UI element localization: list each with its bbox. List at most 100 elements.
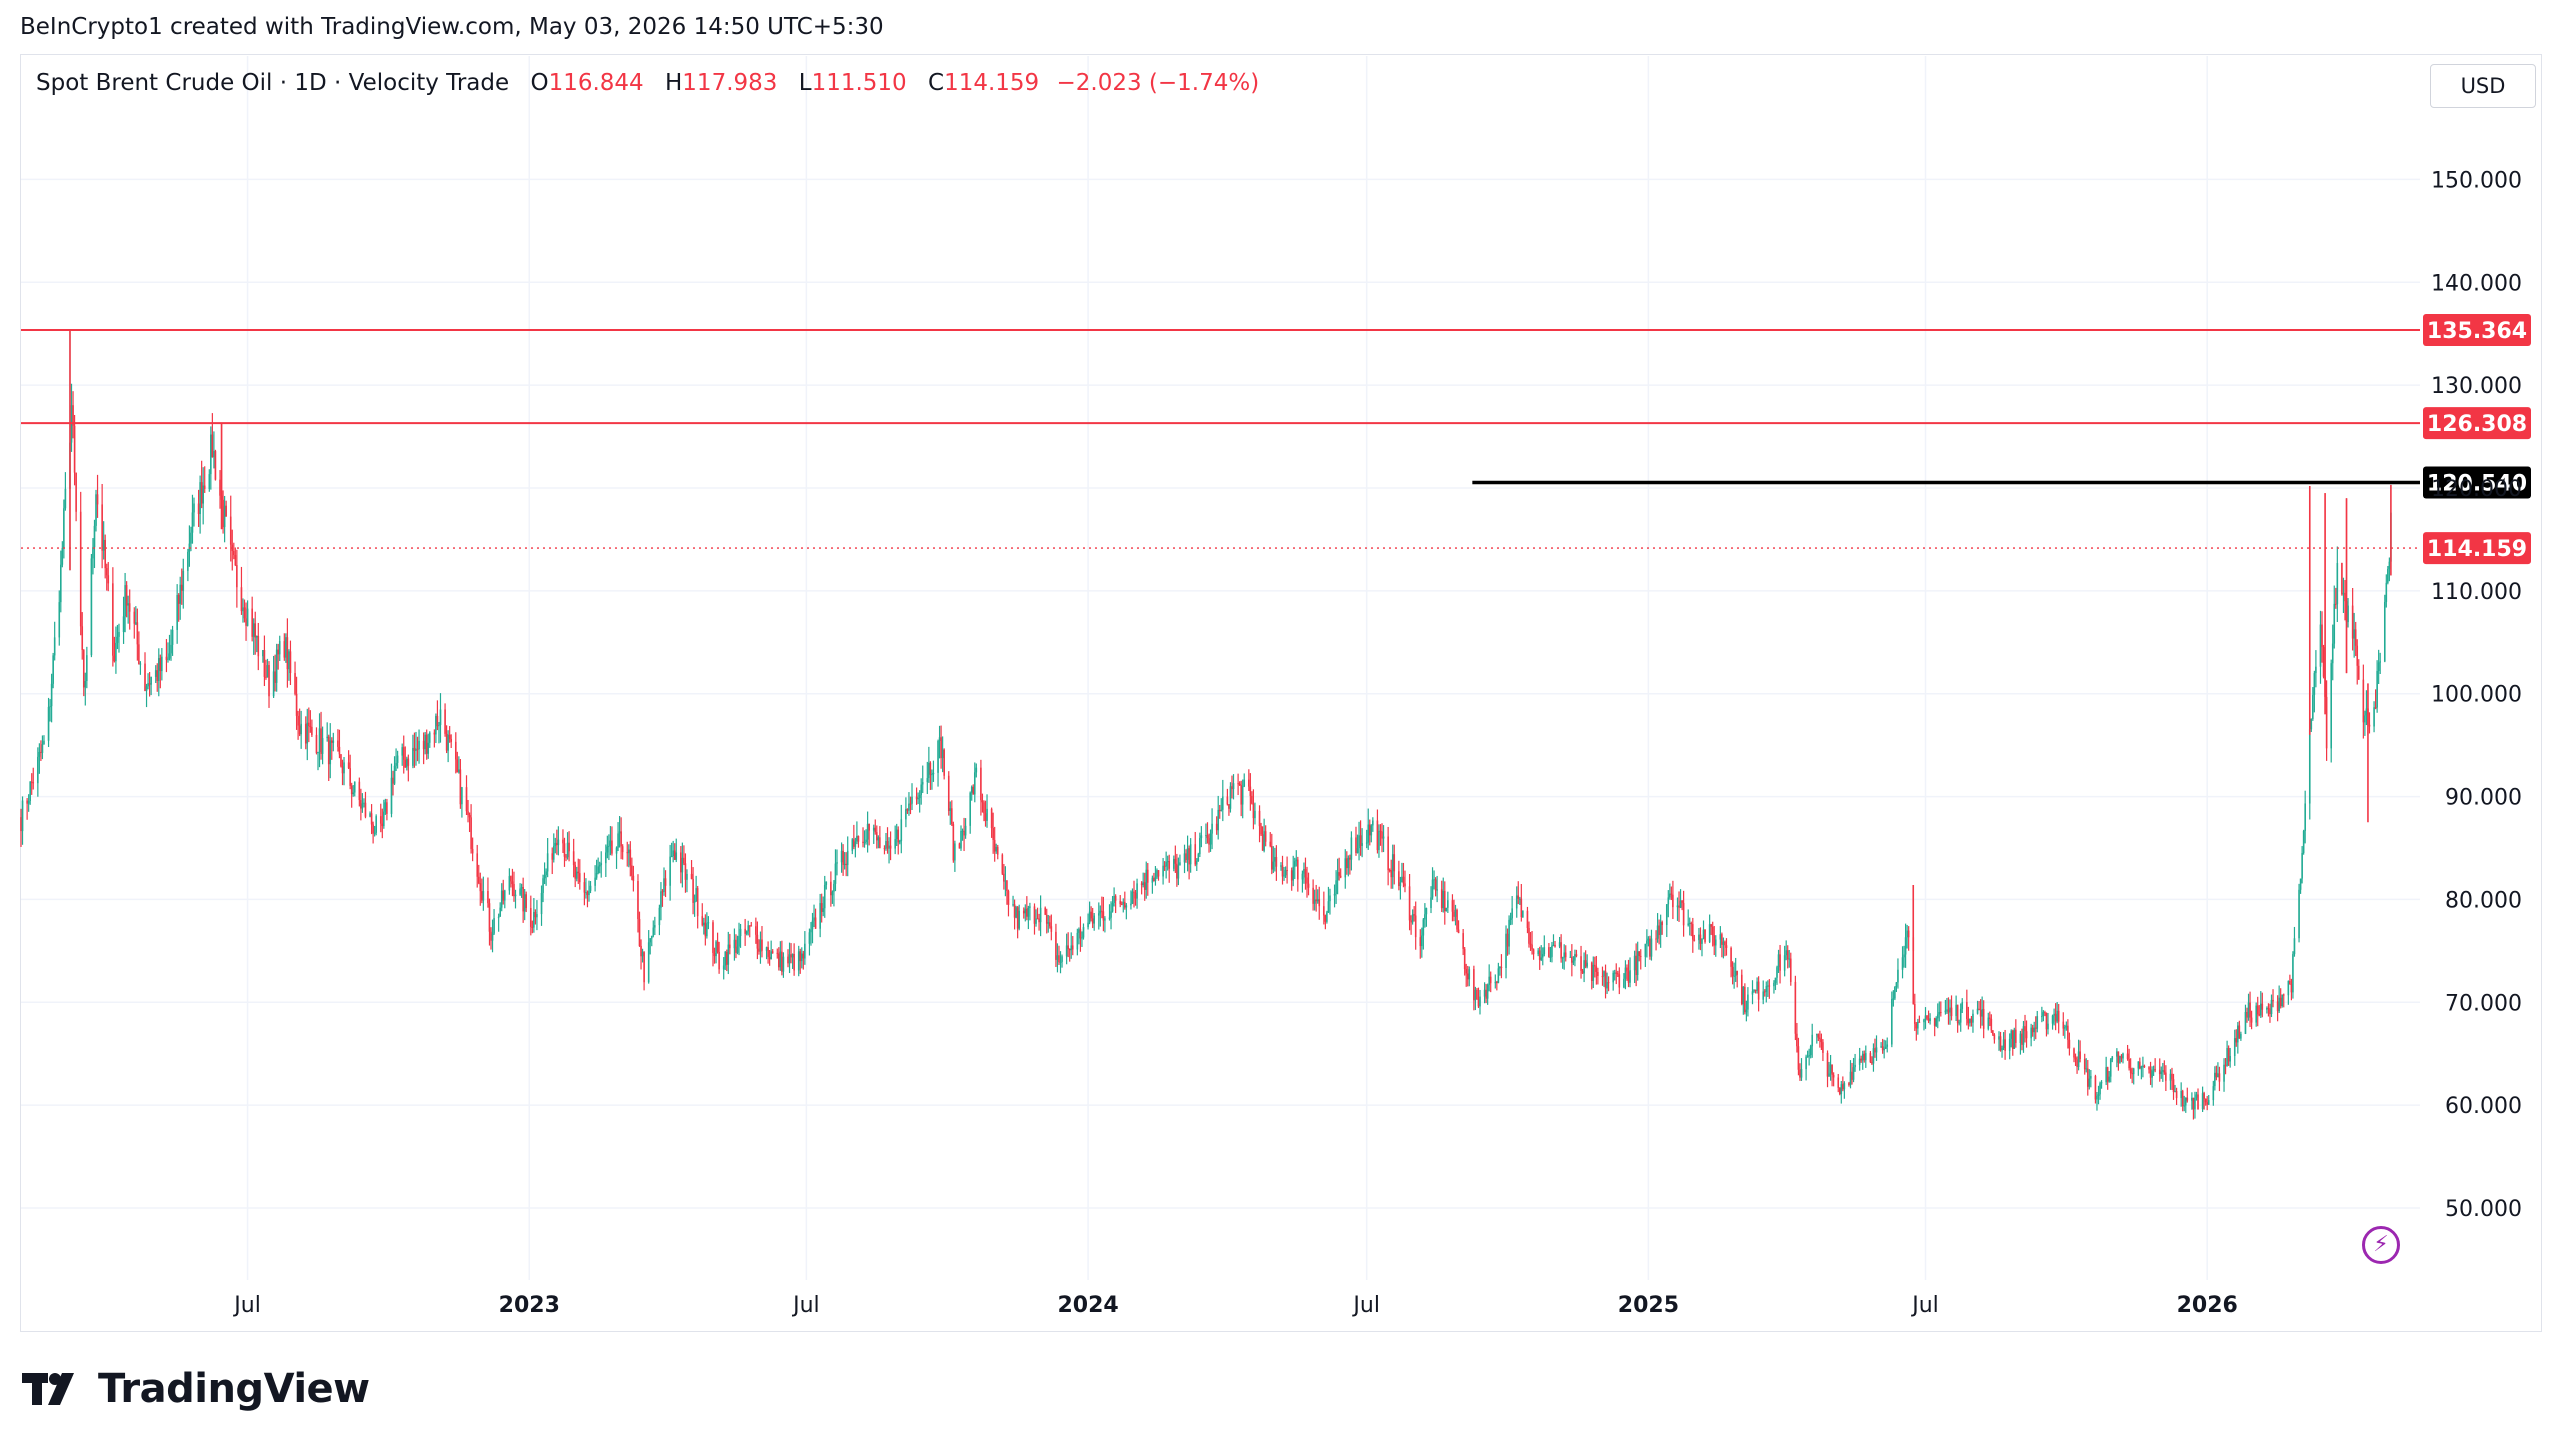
candle-body: [1232, 783, 1235, 790]
currency-button[interactable]: USD: [2430, 64, 2536, 108]
candle-body: [128, 603, 131, 612]
candle-body: [530, 908, 532, 927]
candle-body: [1140, 883, 1143, 886]
candle-body: [577, 871, 580, 874]
candle-body: [2278, 997, 2280, 1012]
candle-body: [38, 751, 41, 757]
candle-body: [1035, 918, 1037, 924]
candle-body: [534, 912, 537, 918]
candle-body: [1869, 1053, 1872, 1062]
candle-body: [1979, 1010, 1982, 1017]
candle-body: [1656, 925, 1659, 939]
candle-body: [2013, 1029, 2016, 1049]
candle-body: [2195, 1094, 2198, 1098]
candle-body: [1519, 898, 1521, 900]
candle-body: [53, 637, 56, 656]
candle-body: [1864, 1053, 1867, 1061]
candle-body: [2002, 1039, 2005, 1048]
candle-body: [1151, 877, 1154, 883]
candle-body: [993, 839, 996, 852]
candle-body: [262, 650, 264, 657]
candle-body: [536, 914, 538, 918]
candle-body: [1998, 1036, 2000, 1040]
candle-body: [2186, 1097, 2189, 1101]
candle-body: [1324, 915, 1327, 922]
candle-body: [165, 656, 168, 660]
candle-body: [379, 816, 382, 824]
candle-body: [1194, 844, 1197, 865]
candle-body: [874, 827, 877, 833]
candle-body: [523, 894, 526, 912]
candle-body: [1401, 876, 1403, 883]
candle-body: [693, 901, 696, 903]
candle-body: [63, 508, 65, 548]
candle-body: [447, 734, 449, 751]
candle-body: [1398, 871, 1400, 887]
candle-body: [401, 747, 404, 756]
candle-body: [572, 851, 575, 866]
candle-body: [1693, 939, 1696, 941]
candle-body: [168, 653, 171, 659]
time-tick-label: 2026: [2177, 1293, 2238, 1318]
candle-body: [1211, 823, 1213, 834]
candle-body: [2383, 601, 2386, 662]
price-tick-label: 100.000: [2431, 683, 2522, 708]
candle-body: [1312, 887, 1314, 904]
candle-body: [1926, 1015, 1928, 1019]
candle-body: [2204, 1098, 2207, 1103]
candle-body: [1248, 779, 1250, 787]
candle-body: [1065, 945, 1068, 957]
candle-body: [1646, 940, 1648, 944]
lightning-icon[interactable]: ⚡: [2362, 1226, 2400, 1264]
candle-body: [943, 749, 945, 776]
candle-body: [778, 953, 780, 968]
candle-body: [26, 800, 28, 804]
candle-body: [32, 782, 35, 784]
candle-body: [744, 928, 746, 934]
candle-body: [1627, 971, 1630, 983]
candle-body: [2282, 994, 2285, 996]
candle-body: [1091, 918, 1094, 924]
candle-body: [1067, 945, 1069, 949]
candle-body: [833, 883, 835, 892]
candle-body: [2385, 582, 2388, 602]
candle-body: [531, 926, 534, 928]
candle-body: [1500, 966, 1503, 968]
candle-body: [73, 425, 76, 473]
close-value: 114.159: [944, 70, 1040, 96]
candle-body: [482, 891, 485, 901]
candle-body: [525, 894, 528, 909]
candle-body: [2362, 679, 2365, 723]
candle-body: [1871, 1061, 1873, 1064]
candle-body: [2067, 1025, 2069, 1040]
candle-body: [797, 951, 800, 971]
candle-body: [1039, 907, 1042, 923]
candle-body: [2015, 1029, 2017, 1043]
candle-body: [1197, 854, 1200, 862]
candle-body: [2011, 1030, 2014, 1049]
candle-body: [2258, 1014, 2261, 1016]
candle-body: [214, 451, 217, 480]
candle-body: [750, 925, 753, 927]
symbol-legend[interactable]: Spot Brent Crude Oil · 1D · Velocity Tra…: [36, 70, 1259, 96]
candle-body: [745, 931, 748, 934]
candle-body: [308, 722, 310, 727]
candle-body: [1786, 950, 1789, 960]
candle-body: [499, 907, 501, 917]
candle-body: [330, 740, 333, 743]
candle-body: [2201, 1093, 2204, 1110]
candle-body: [650, 935, 653, 939]
tradingview-brand[interactable]: TradingView: [22, 1364, 370, 1414]
candle-body: [2079, 1051, 2081, 1059]
candle-body: [2237, 1025, 2239, 1043]
candle-body: [2312, 694, 2314, 719]
candle-body: [304, 723, 307, 744]
candle-body: [690, 873, 693, 879]
candle-body: [522, 887, 524, 912]
candle-body: [2054, 1013, 2057, 1022]
candle-body: [2076, 1059, 2078, 1067]
candle-body: [327, 736, 330, 765]
candle-body: [1590, 962, 1593, 981]
candle-body: [1078, 929, 1080, 933]
